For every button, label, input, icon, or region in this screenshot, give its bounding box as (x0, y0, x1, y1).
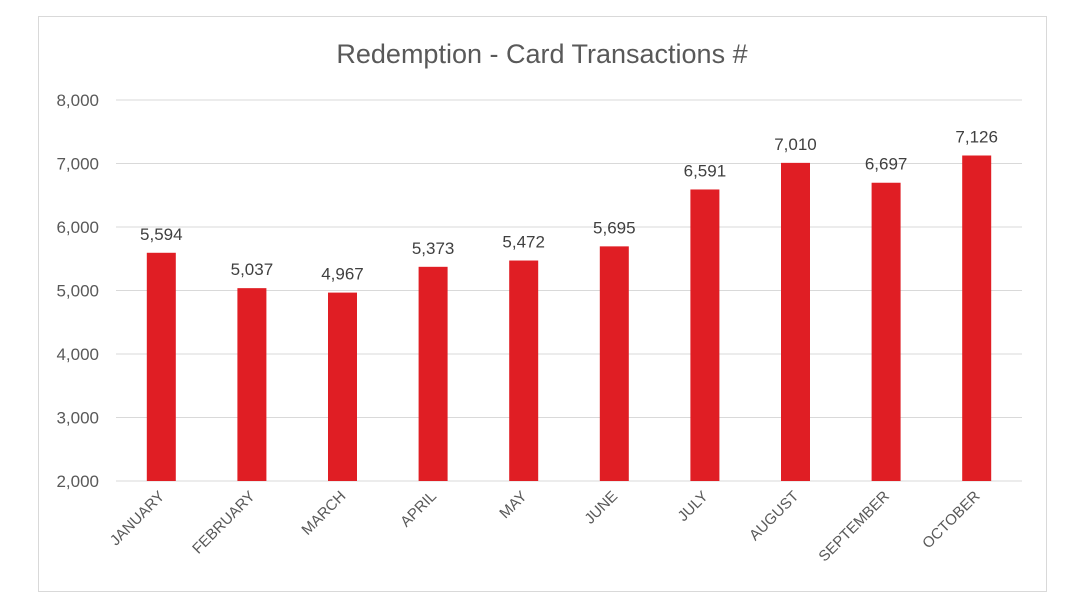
x-tick-label: JANUARY (107, 488, 168, 549)
bar (328, 292, 357, 481)
gridlines (116, 99, 1022, 482)
y-tick-label: 5,000 (56, 282, 99, 301)
data-label: 6,591 (684, 161, 727, 180)
y-axis-ticks: 2,000 3,000 4,000 5,000 6,000 7,000 8,000 (56, 91, 99, 491)
x-tick-label: FEBRUARY (189, 488, 259, 558)
x-tick-label: SEPTEMBER (815, 488, 893, 566)
y-tick-label: 4,000 (56, 345, 99, 364)
x-tick-label: APRIL (397, 488, 440, 531)
y-tick-label: 2,000 (56, 472, 99, 491)
bar (871, 182, 901, 482)
x-tick-label: MAY (496, 488, 530, 522)
bar (418, 266, 448, 481)
data-label: 5,594 (140, 225, 183, 244)
bar (237, 288, 267, 481)
y-tick-label: 3,000 (56, 409, 99, 428)
x-tick-label: MARCH (298, 488, 349, 539)
bar (509, 260, 539, 481)
y-tick-label: 6,000 (56, 218, 99, 237)
data-label: 5,037 (231, 260, 274, 279)
data-label: 7,126 (955, 127, 998, 146)
data-label: 4,967 (321, 265, 364, 284)
data-label: 5,373 (412, 239, 455, 258)
data-label: 6,697 (865, 155, 908, 174)
x-tick-label: JUNE (581, 488, 621, 528)
chart-title: Redemption - Card Transactions # (336, 39, 747, 69)
data-label: 5,695 (593, 218, 636, 237)
data-label: 7,010 (774, 135, 817, 154)
x-tick-label: OCTOBER (919, 488, 983, 552)
data-labels: 5,594 5,037 4,967 5,373 5,472 5,695 6,591 7,010… (140, 127, 998, 283)
bar (690, 189, 720, 481)
x-tick-label: JULY (675, 488, 712, 525)
bar (962, 155, 992, 481)
bar (146, 252, 176, 481)
x-tick-label: AUGUST (746, 488, 802, 544)
bars (146, 155, 992, 482)
bar (781, 162, 810, 482)
data-label: 5,472 (502, 233, 545, 252)
bar (599, 246, 629, 481)
y-tick-label: 8,000 (56, 91, 99, 110)
x-axis-ticks: JANUARY FEBRUARY MARCH APRIL MAY JUNE JULY AUGU… (107, 488, 984, 566)
y-tick-label: 7,000 (56, 155, 99, 174)
